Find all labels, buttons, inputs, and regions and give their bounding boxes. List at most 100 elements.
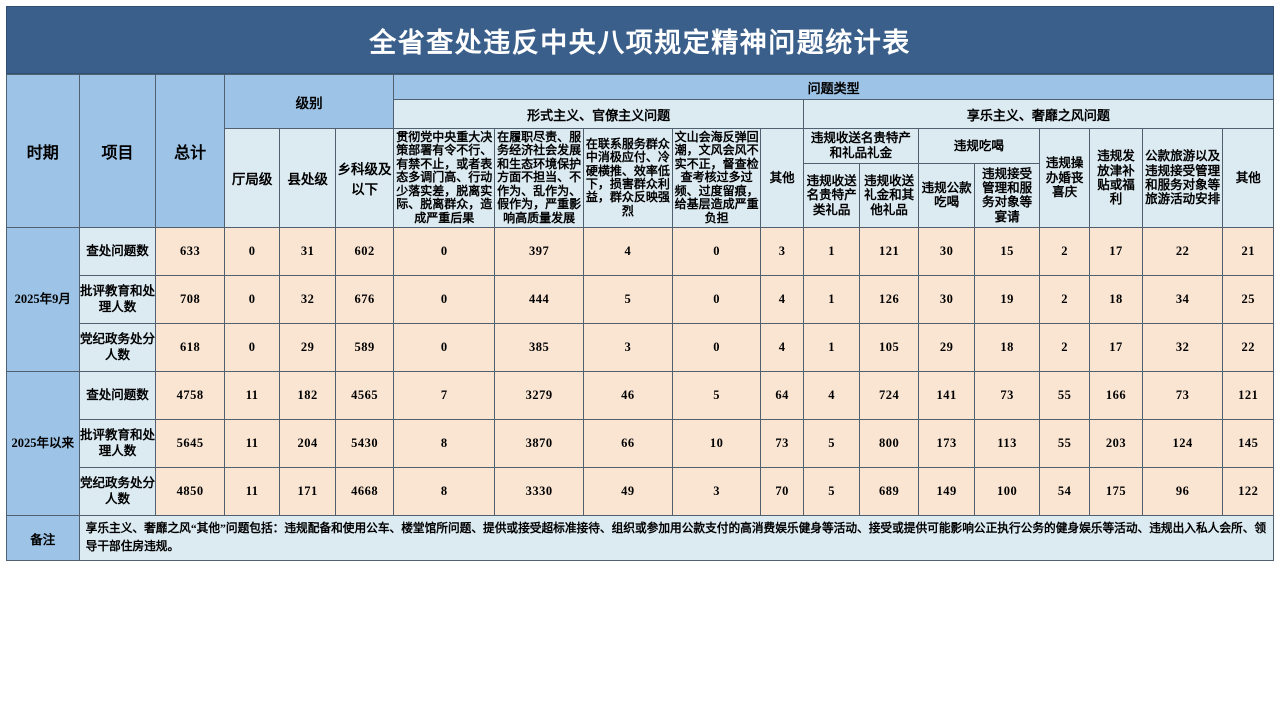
- note-row: 备注 享乐主义、奢靡之风“其他”问题包括：违规配备和使用公车、楼堂馆所问题、提供…: [6, 515, 1275, 562]
- header-formalism-col-3: 在联系服务群众中消极应付、冷硬横推、效率低下，损害群众利益，群众反映强烈: [582, 127, 673, 229]
- table-row: 2025年以来 查处问题数 4758 11 182 4565 7 3279 46 5 64 4 724 1…: [6, 371, 1274, 517]
- table-row: 2025年9月 查处问题数 633 0 31 602 0 397 4 0 3 1 121 30 15 2 17 2…: [6, 227, 1274, 373]
- data-cell: 11: [223, 419, 281, 469]
- data-cell: 122: [1222, 467, 1274, 517]
- row-item-label: 查处问题数: [78, 371, 157, 421]
- header-hedonism-other: 其他: [1222, 127, 1274, 229]
- table-row: 批评教育和处理人数 708 0 32 676 0 444 5 0 4 1 126 30 19 2 18 34 25: [7, 275, 1274, 325]
- data-cell: 4565: [334, 371, 395, 421]
- data-cell: 11: [223, 371, 281, 421]
- data-cell: 54: [1038, 467, 1091, 517]
- row-item-label: 党纪政务处分人数: [78, 467, 157, 517]
- data-cell: 0: [671, 323, 762, 373]
- data-cell: 724: [859, 371, 919, 421]
- data-cell: 22: [1141, 227, 1224, 277]
- header-group-formalism: 形式主义、官僚主义问题: [393, 99, 804, 129]
- header-hedonism-allowance: 违规发放津补贴或福利: [1089, 127, 1143, 229]
- header-formalism-col-2: 在履职尽责、服务经济社会发展和生态环境保护方面不担当、不作为、乱作为、假作为，严…: [494, 127, 584, 229]
- data-cell: 30: [917, 275, 976, 325]
- row-period-label: 2025年以来: [6, 371, 80, 517]
- table-row: 批评教育和处理人数 5645 11 204 5430 8 3870 66 10 73 5 800 173…: [7, 419, 1274, 469]
- data-cell: 633: [155, 227, 225, 277]
- data-cell: 29: [917, 323, 976, 373]
- header-total: 总计: [155, 73, 225, 229]
- data-cell: 0: [223, 323, 281, 373]
- table-title-bar: 全省查处违反中央八项规定精神问题统计表: [6, 6, 1274, 74]
- data-cell: 18: [1089, 275, 1143, 325]
- header-row-sub: 厅局级 县处级 乡科级及以下 贯彻党中央重大决策部署有令不行、有禁不止，或者表态…: [7, 127, 1274, 229]
- data-cell: 124: [1141, 419, 1224, 469]
- header-period: 时期: [6, 73, 80, 229]
- data-cell: 17: [1089, 323, 1143, 373]
- data-cell: 145: [1222, 419, 1274, 469]
- data-cell: 29: [279, 323, 336, 373]
- data-cell: 15: [974, 227, 1040, 277]
- data-cell: 173: [917, 419, 976, 469]
- header-hedonism-travel: 公款旅游以及违规接受管理和服务对象等旅游活动安排: [1141, 127, 1224, 229]
- note-label: 备注: [6, 515, 80, 562]
- data-cell: 46: [582, 371, 673, 421]
- data-cell: 55: [1038, 371, 1091, 421]
- header-dining-public: 违规公款吃喝: [917, 162, 976, 229]
- data-cell: 49: [582, 467, 673, 517]
- data-cell: 618: [155, 323, 225, 373]
- data-cell: 141: [917, 371, 976, 421]
- header-formalism-col-1: 贯彻党中央重大决策部署有令不行、有禁不止，或者表态多调门高、行动少落实差，脱离实…: [393, 127, 496, 229]
- data-cell: 7: [393, 371, 496, 421]
- header-row-leaf: 违规收送名贵特产类礼品 违规收送礼金和其他礼品 违规公款吃喝 违规接受管理和服务…: [7, 162, 1274, 229]
- data-cell: 175: [1089, 467, 1143, 517]
- note-text: 享乐主义、奢靡之风“其他”问题包括：违规配备和使用公车、楼堂馆所问题、提供或接受…: [78, 515, 1275, 562]
- header-row-top: 时期 项目 总计 级别 问题类型: [6, 73, 1274, 229]
- data-cell: 8: [393, 419, 496, 469]
- data-cell: 385: [494, 323, 584, 373]
- header-level-ting: 厅局级: [223, 127, 281, 229]
- data-cell: 171: [279, 467, 336, 517]
- table-row: 党纪政务处分人数 4850 11 171 4668 8 3330 49 3 70 5 689 149 10…: [7, 467, 1274, 517]
- row-item-label: 批评教育和处理人数: [78, 275, 157, 325]
- data-cell: 4: [760, 323, 804, 373]
- row-item-label: 批评教育和处理人数: [78, 419, 157, 469]
- data-cell: 0: [671, 275, 762, 325]
- data-cell: 22: [1222, 323, 1274, 373]
- data-cell: 2: [1038, 275, 1091, 325]
- data-cell: 0: [393, 275, 496, 325]
- header-hedonism-dining-group: 违规吃喝: [917, 128, 1040, 164]
- data-cell: 31: [279, 227, 336, 277]
- header-row-groups: 形式主义、官僚主义问题 享乐主义、奢靡之风问题: [7, 99, 1275, 129]
- header-group-hedonism: 享乐主义、奢靡之风问题: [802, 99, 1275, 129]
- data-cell: 0: [671, 227, 762, 277]
- row-item-label: 党纪政务处分人数: [78, 323, 157, 373]
- data-cell: 5: [802, 419, 861, 469]
- data-cell: 3: [760, 227, 804, 277]
- data-cell: 17: [1089, 227, 1143, 277]
- data-cell: 2: [1038, 323, 1091, 373]
- data-cell: 3870: [494, 419, 584, 469]
- data-cell: 66: [582, 419, 673, 469]
- data-cell: 5: [582, 275, 673, 325]
- statistics-sheet: 全省查处违反中央八项规定精神问题统计表 时期 项目 总计 级别 问题类型 形式主…: [0, 6, 1280, 726]
- data-cell: 105: [859, 323, 919, 373]
- data-cell: 113: [974, 419, 1040, 469]
- header-level-xiang: 乡科级及以下: [334, 127, 395, 229]
- data-cell: 1: [802, 227, 861, 277]
- data-cell: 204: [279, 419, 336, 469]
- data-cell: 32: [279, 275, 336, 325]
- data-cell: 121: [1222, 371, 1274, 421]
- data-cell: 4: [802, 371, 861, 421]
- header-formalism-other: 其他: [760, 127, 804, 229]
- data-cell: 589: [334, 323, 395, 373]
- data-cell: 64: [760, 371, 804, 421]
- data-cell: 100: [974, 467, 1040, 517]
- data-cell: 444: [494, 275, 584, 325]
- data-cell: 2: [1038, 227, 1091, 277]
- row-period-label: 2025年9月: [6, 227, 80, 373]
- data-cell: 5: [671, 371, 762, 421]
- data-cell: 4: [760, 275, 804, 325]
- data-cell: 0: [223, 275, 281, 325]
- data-cell: 182: [279, 371, 336, 421]
- data-cell: 70: [760, 467, 804, 517]
- header-formalism-col-4: 文山会海反弹回潮，文风会风不实不正，督查检查考核过多过频、过度留痕，给基层造成严…: [671, 127, 762, 229]
- data-cell: 1: [802, 323, 861, 373]
- data-cell: 121: [859, 227, 919, 277]
- data-cell: 55: [1038, 419, 1091, 469]
